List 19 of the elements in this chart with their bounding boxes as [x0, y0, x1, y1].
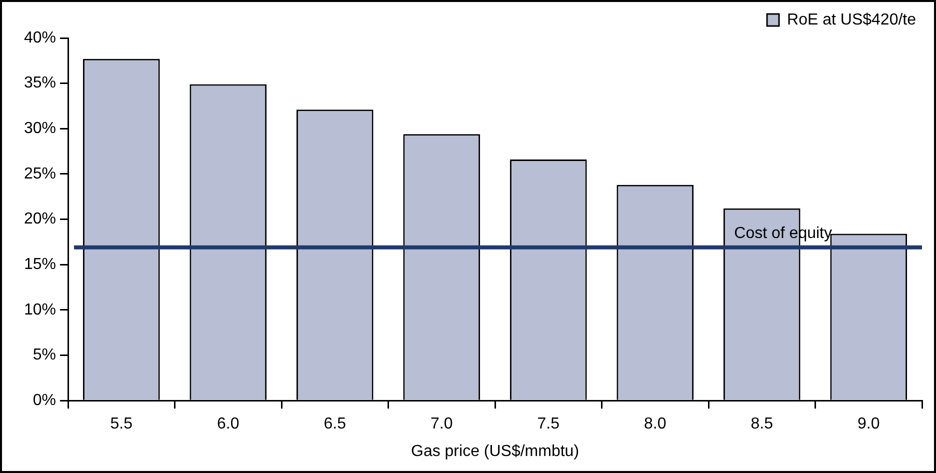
y-tick-label: 15% [24, 256, 56, 274]
y-tick-label: 0% [32, 392, 56, 410]
x-tick-label: 6.5 [324, 416, 346, 433]
x-tick-label: 8.0 [644, 416, 666, 433]
y-tick-label: 25% [24, 165, 56, 182]
x-tick-label: 8.5 [750, 416, 774, 433]
y-tick-label: 40% [24, 29, 56, 46]
x-tick-label: 7.5 [537, 416, 560, 433]
x-axis-title: Gas price (US$/mmbtu) [410, 442, 580, 460]
y-tick-label: 30% [24, 120, 56, 138]
x-tick-label: 5.5 [110, 416, 133, 433]
y-tick-label: 35% [24, 74, 56, 92]
y-tick-label: 5% [32, 346, 56, 364]
x-tick-label: 6.0 [217, 416, 240, 433]
x-tick-label: 7.0 [430, 416, 453, 433]
y-tick-label: 10% [24, 301, 56, 318]
x-tick-label: 9.0 [858, 416, 880, 433]
y-tick-label: 20% [24, 210, 56, 228]
legend-label: RoE at US$420/te [787, 11, 916, 28]
